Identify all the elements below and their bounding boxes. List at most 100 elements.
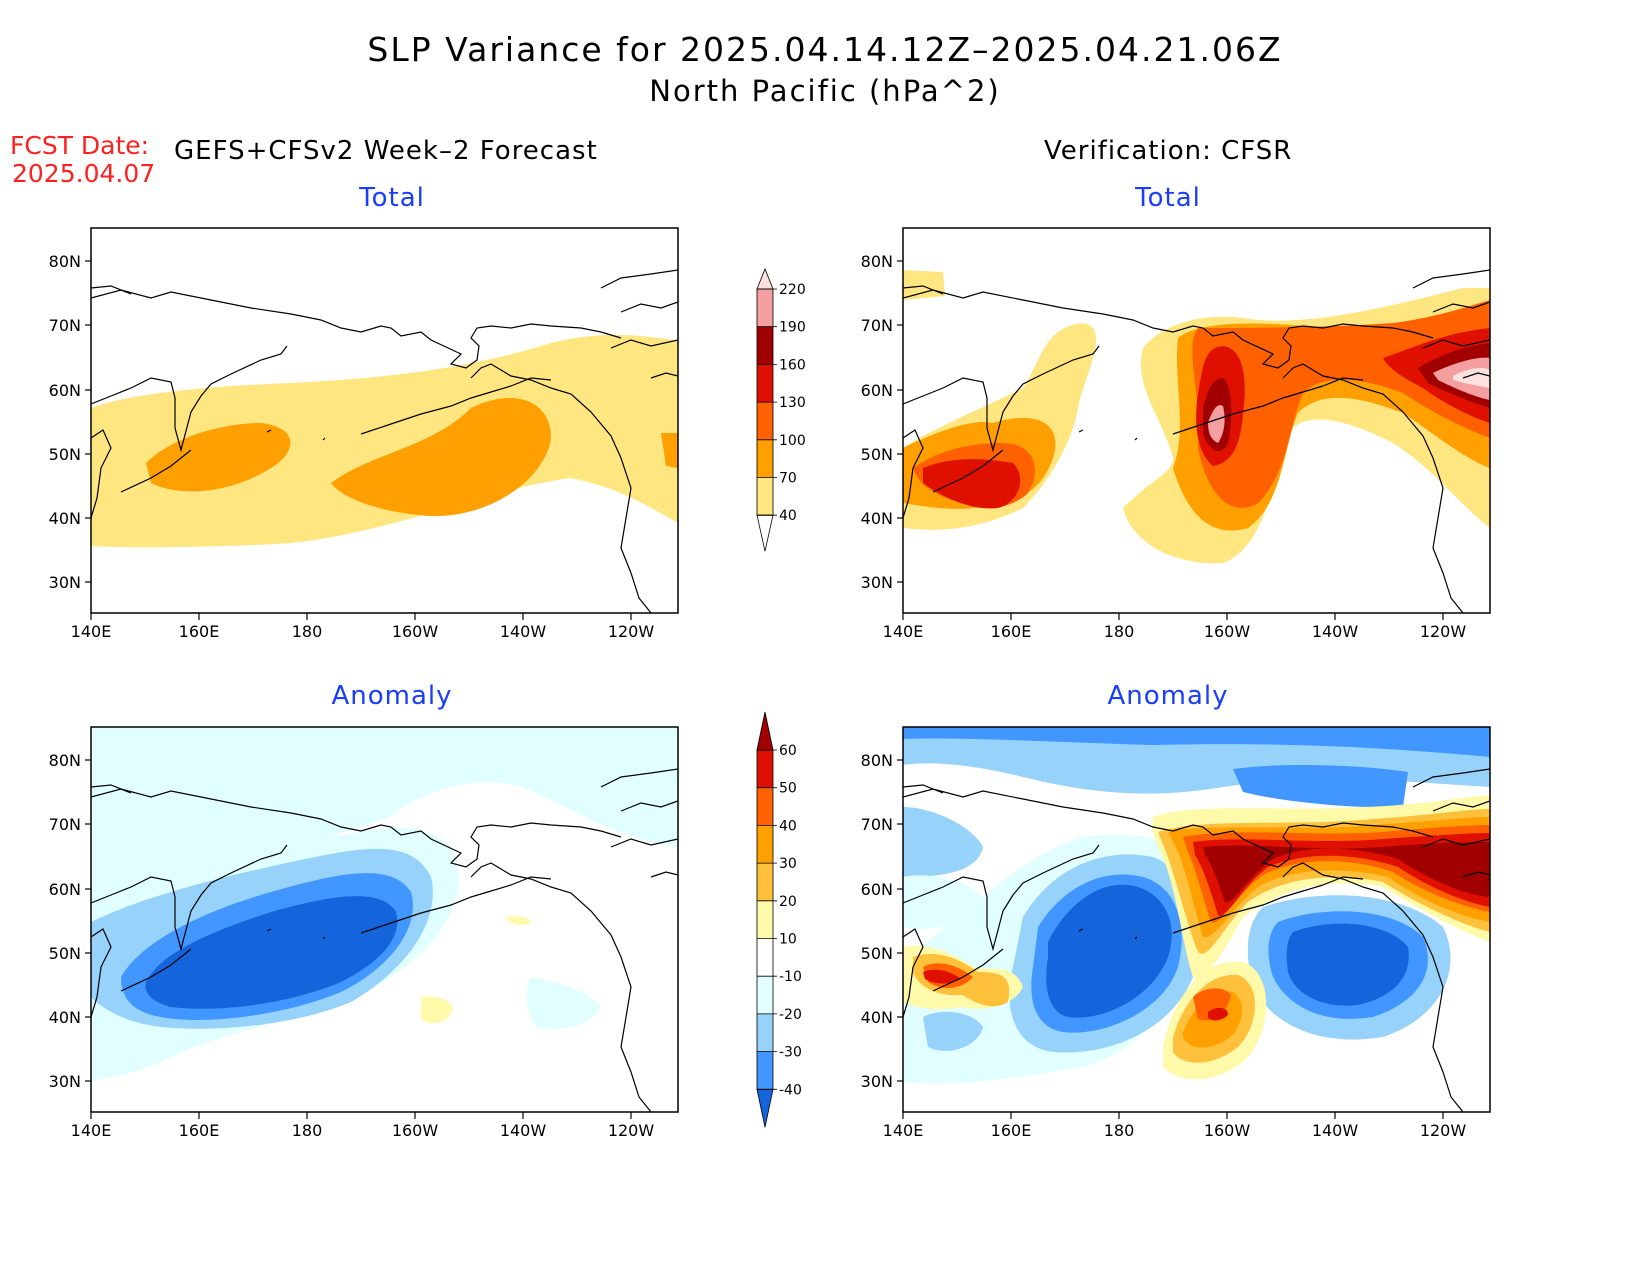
lon-label-fcst-anomaly-2: 180	[292, 1121, 323, 1140]
verification-heading: Verification: CFSR	[1044, 136, 1293, 166]
colorbar-anomaly-bottom-arrow	[756, 1088, 774, 1128]
colorbar-total-swatch-2	[757, 402, 773, 440]
lon-label-fcst-total-3: 160W	[392, 622, 439, 641]
lon-label-verif-anomaly-5: 120W	[1420, 1121, 1467, 1140]
colorbar-total-label-4: 160	[779, 357, 806, 373]
lon-label-fcst-anomaly-5: 120W	[608, 1121, 655, 1140]
lon-label-verif-anomaly-2: 180	[1104, 1121, 1135, 1140]
lat-label-verif-anomaly-3: 50N	[861, 944, 893, 963]
lat-label-verif-total-1: 70N	[861, 316, 893, 335]
map-fcst-anomaly	[91, 727, 678, 1112]
colorbar-total-swatch-4	[757, 326, 773, 365]
lon-label-fcst-total-5: 120W	[608, 622, 655, 641]
colorbar-anomaly-label-7: 40	[779, 818, 797, 834]
colorbar-anomaly-swatch-0	[757, 1051, 773, 1090]
colorbar-total-label-5: 190	[779, 320, 806, 336]
lon-label-fcst-anomaly-1: 160E	[179, 1121, 220, 1140]
map-verif-total	[903, 228, 1490, 613]
lat-label-fcst-total-2: 60N	[49, 381, 81, 400]
lat-label-fcst-total-1: 70N	[49, 316, 81, 335]
colorbar-anomaly-swatch-5	[757, 863, 773, 901]
colorbar-anomaly-swatch-8	[757, 750, 773, 788]
lon-label-verif-anomaly-3: 160W	[1204, 1121, 1251, 1140]
lat-label-verif-total-5: 30N	[861, 573, 893, 592]
lat-label-fcst-total-0: 80N	[49, 252, 81, 271]
lon-label-verif-total-4: 140W	[1312, 622, 1359, 641]
lon-label-fcst-anomaly-3: 160W	[392, 1121, 439, 1140]
colorbar-total-swatch-0	[757, 477, 773, 516]
colorbar-anomaly-top-arrow	[756, 711, 774, 751]
map-fcst-total	[91, 228, 678, 613]
colorbar-anomaly-label-1: -30	[779, 1045, 802, 1061]
lat-label-fcst-total-5: 30N	[49, 573, 81, 592]
colorbar-total-label-3: 130	[779, 395, 806, 411]
page-title: SLP Variance for 2025.04.14.12Z–2025.04.…	[367, 30, 1283, 69]
lat-label-verif-anomaly-5: 30N	[861, 1072, 893, 1091]
lon-label-verif-anomaly-4: 140W	[1312, 1121, 1359, 1140]
colorbar-anomaly-swatch-4	[757, 900, 773, 939]
lon-label-verif-anomaly-0: 140E	[883, 1121, 924, 1140]
lat-label-verif-total-3: 50N	[861, 445, 893, 464]
colorbar-total-label-2: 100	[779, 433, 806, 449]
lat-label-verif-total-2: 60N	[861, 381, 893, 400]
colorbar-total-top-arrow	[756, 267, 774, 290]
colorbar-anomaly-label-0: -40	[779, 1082, 802, 1098]
fcst-date-value: 2025.04.07	[12, 159, 156, 188]
lon-label-verif-total-1: 160E	[991, 622, 1032, 641]
lat-label-verif-anomaly-2: 60N	[861, 880, 893, 899]
panel-title-fcst-total: Total	[359, 183, 425, 213]
lat-label-fcst-total-3: 50N	[49, 445, 81, 464]
lon-label-fcst-total-4: 140W	[500, 622, 547, 641]
frame-fcst-total	[90, 227, 679, 614]
panel-title-verif-anomaly: Anomaly	[1107, 681, 1229, 711]
colorbar-total-label-0: 40	[779, 508, 797, 524]
colorbar-anomaly-swatch-7	[757, 787, 773, 826]
frame-verif-anomaly	[902, 726, 1491, 1113]
lat-label-fcst-anomaly-5: 30N	[49, 1072, 81, 1091]
fcst-date-label: FCST Date:	[10, 131, 150, 160]
frame-verif-total	[902, 227, 1491, 614]
lon-label-fcst-total-2: 180	[292, 622, 323, 641]
lat-label-fcst-anomaly-4: 40N	[49, 1008, 81, 1027]
colorbar-total-bottom-arrow	[756, 514, 774, 552]
lat-label-fcst-total-4: 40N	[49, 509, 81, 528]
colorbar-anomaly-label-8: 50	[779, 781, 797, 797]
forecast-heading: GEFS+CFSv2 Week–2 Forecast	[174, 136, 598, 166]
lat-label-fcst-anomaly-1: 70N	[49, 815, 81, 834]
colorbar-total: 40 70 100 130 160 190 220	[756, 267, 806, 552]
page-subtitle: North Pacific (hPa^2)	[649, 74, 1001, 108]
colorbar-total-swatch-3	[757, 364, 773, 403]
map-verif-anomaly	[903, 727, 1490, 1112]
lon-label-verif-total-5: 120W	[1420, 622, 1467, 641]
lat-label-verif-anomaly-0: 80N	[861, 751, 893, 770]
colorbar-anomaly-label-3: -10	[779, 969, 802, 985]
colorbar-anomaly-swatch-1	[757, 1013, 773, 1052]
lat-label-fcst-anomaly-2: 60N	[49, 880, 81, 899]
colorbar-anomaly-label-6: 30	[779, 856, 797, 872]
lon-label-verif-total-3: 160W	[1204, 622, 1251, 641]
colorbar-total-swatch-1	[757, 439, 773, 478]
colorbar-anomaly-swatch-2	[757, 976, 773, 1014]
colorbar-total-swatch-5	[757, 289, 773, 327]
colorbar-anomaly-swatch-6	[757, 825, 773, 864]
axis-labels: 140E 160E 180 160W 140W 120W 80N 70N 60N 50N 40N 30…	[49, 252, 1467, 1140]
colorbar-anomaly-label-5: 20	[779, 894, 797, 910]
panel-title-verif-total: Total	[1135, 183, 1201, 213]
lon-label-fcst-anomaly-0: 140E	[71, 1121, 112, 1140]
lat-label-fcst-anomaly-0: 80N	[49, 751, 81, 770]
lon-label-fcst-total-0: 140E	[71, 622, 112, 641]
colorbar-total-label-1: 70	[779, 471, 797, 487]
lon-label-fcst-total-1: 160E	[179, 622, 220, 641]
frame-fcst-anomaly	[90, 726, 679, 1113]
colorbar-anomaly-swatch-3	[757, 938, 773, 977]
lat-label-fcst-anomaly-3: 50N	[49, 944, 81, 963]
colorbar-anomaly: -40 -30 -20 -10 10 20 30 40 50 60	[756, 711, 802, 1128]
lat-label-verif-total-0: 80N	[861, 252, 893, 271]
lat-label-verif-anomaly-4: 40N	[861, 1008, 893, 1027]
lon-label-verif-total-0: 140E	[883, 622, 924, 641]
lon-label-verif-total-2: 180	[1104, 622, 1135, 641]
colorbar-anomaly-label-2: -20	[779, 1007, 802, 1023]
colorbar-anomaly-label-9: 60	[779, 743, 797, 759]
colorbar-total-label-6: 220	[779, 282, 806, 298]
